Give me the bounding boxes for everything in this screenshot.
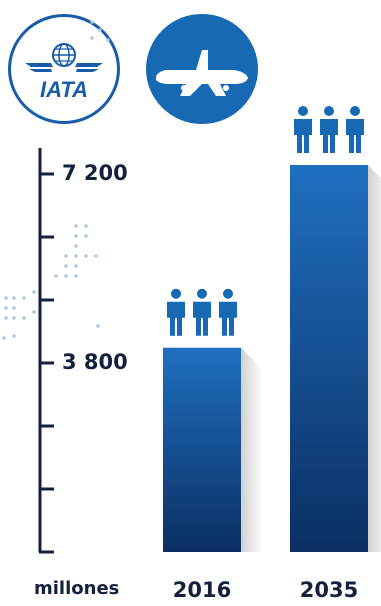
airplane-icon xyxy=(146,14,258,124)
decorative-dot xyxy=(84,254,88,258)
decorative-dot xyxy=(94,254,98,258)
iata-logo-icon: IATA xyxy=(8,14,120,124)
decorative-dot xyxy=(22,296,26,300)
decorative-dot xyxy=(106,38,110,42)
decorative-dot xyxy=(74,254,78,258)
bar-shadow xyxy=(241,347,263,552)
y-tick-label: 3 800 xyxy=(62,350,128,374)
x-category-label: 2016 xyxy=(172,578,232,602)
decorative-dot xyxy=(98,28,102,32)
decorative-dot xyxy=(12,306,16,310)
decorative-dot xyxy=(32,290,36,294)
decorative-dot xyxy=(32,310,36,314)
decorative-dot xyxy=(4,316,8,320)
x-category-label: 2035 xyxy=(299,578,359,602)
decorative-dot xyxy=(54,274,58,278)
decorative-dot xyxy=(64,264,68,268)
decorative-dot xyxy=(90,36,94,40)
iata-logo-text: IATA xyxy=(40,77,88,102)
decorative-dot xyxy=(4,306,8,310)
decorative-dot xyxy=(2,336,6,340)
bar-2016 xyxy=(163,347,241,552)
y-tick-label: 7 200 xyxy=(62,161,128,185)
decorative-dot xyxy=(12,316,16,320)
decorative-dot xyxy=(22,316,26,320)
decorative-dot xyxy=(90,20,94,24)
decorative-dot xyxy=(12,334,16,338)
people-group-icon xyxy=(294,106,364,153)
decorative-dot xyxy=(74,274,78,278)
people-group-icon xyxy=(167,288,237,336)
decorative-dot xyxy=(12,296,16,300)
decorative-dot xyxy=(74,224,78,228)
decorative-dot xyxy=(4,296,8,300)
decorative-dot xyxy=(74,234,78,238)
decorative-dot xyxy=(84,224,88,228)
unit-label: millones xyxy=(34,578,120,599)
decorative-dot xyxy=(64,254,68,258)
bar-2035 xyxy=(290,165,368,552)
decorative-dot xyxy=(74,244,78,248)
decorative-dot xyxy=(84,234,88,238)
decorative-dot xyxy=(96,324,100,328)
bar-shadow xyxy=(368,165,381,552)
decorative-dot xyxy=(74,264,78,268)
decorative-dot xyxy=(64,274,68,278)
